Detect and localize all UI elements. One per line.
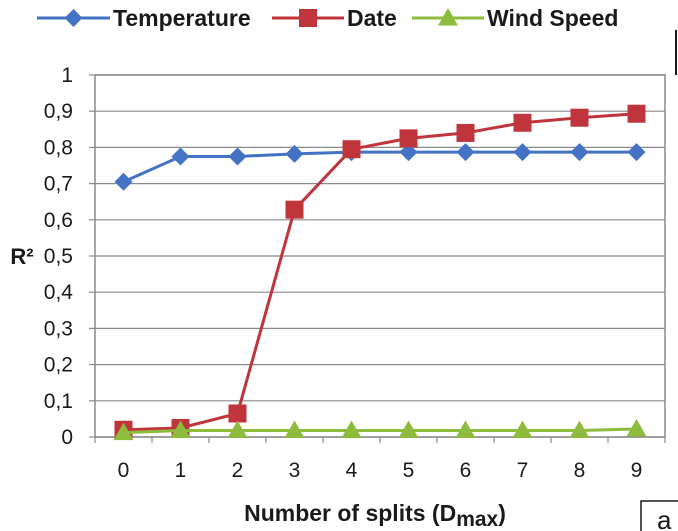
data-point-date <box>342 140 361 159</box>
x-axis-title-close: ) <box>498 500 506 526</box>
data-point-temperature <box>114 172 133 191</box>
x-axis-title: Number of splits (Dmax) <box>244 500 506 531</box>
y-tick-label: 0,2 <box>44 354 73 377</box>
x-axis-ticks: 0 1 2 3 4 5 6 7 8 9 <box>118 459 643 482</box>
data-point-temperature <box>456 143 475 162</box>
x-tick-label: 4 <box>346 459 358 482</box>
data-point-temperature <box>228 147 247 166</box>
panel-label: a <box>657 505 672 531</box>
x-tick-label: 8 <box>574 459 586 482</box>
x-axis-title-subscript: max <box>456 508 498 531</box>
data-point-wind-speed <box>626 419 647 437</box>
x-tick-label: 3 <box>289 459 301 482</box>
data-point-wind-speed <box>170 420 191 438</box>
data-point-wind-speed <box>569 420 590 438</box>
data-point-wind-speed <box>113 422 134 441</box>
x-tick-label: 0 <box>118 459 130 482</box>
y-tick-label: 0,1 <box>44 390 73 413</box>
data-point-date <box>285 200 304 219</box>
legend-marker-temperature <box>64 9 83 27</box>
x-tick-label: 1 <box>175 459 187 482</box>
data-point-date <box>456 123 475 142</box>
legend-marker-wind-speed <box>438 8 458 26</box>
series-line-date <box>123 112 637 432</box>
x-tick-label: 9 <box>631 459 643 482</box>
data-point-date <box>228 404 247 423</box>
data-point-temperature <box>285 144 304 163</box>
grid-lines <box>89 74 666 443</box>
legend-label-temperature: Temperature <box>113 5 251 31</box>
legend: Temperature Date Wind Speed <box>37 5 618 31</box>
data-point-temperature <box>627 143 646 162</box>
y-tick-label: 0,6 <box>44 209 73 232</box>
legend-marker-date <box>299 9 317 27</box>
legend-label-wind-speed: Wind Speed <box>487 5 618 31</box>
series-line-wind-speed <box>123 427 637 435</box>
data-point-date <box>570 108 589 127</box>
x-tick-label: 5 <box>403 459 415 482</box>
data-point-wind-speed <box>227 420 248 438</box>
data-point-wind-speed <box>512 420 533 438</box>
data-point-wind-speed <box>455 420 476 438</box>
y-tick-label: 0,3 <box>44 317 73 340</box>
y-axis-ticks: 0 0,1 0,2 0,3 0,4 0,5 0,6 0,7 0,8 0,9 1 <box>44 64 74 449</box>
series-group <box>113 104 647 441</box>
series-line-temperature <box>122 150 637 184</box>
data-point-date <box>399 129 418 148</box>
y-tick-label: 0,9 <box>44 100 73 123</box>
x-axis-title-main: Number of splits (D <box>244 500 456 526</box>
data-point-temperature <box>513 143 532 162</box>
data-point-date <box>513 113 532 132</box>
x-tick-label: 7 <box>517 459 529 482</box>
data-point-wind-speed <box>284 420 305 438</box>
x-tick-label: 2 <box>232 459 244 482</box>
y-tick-label: 0,4 <box>44 281 74 304</box>
y-tick-label: 0,8 <box>44 136 73 159</box>
data-point-temperature <box>399 143 418 162</box>
legend-label-date: Date <box>347 5 397 31</box>
data-point-temperature <box>570 143 589 162</box>
data-point-wind-speed <box>341 420 362 438</box>
data-point-wind-speed <box>398 420 419 438</box>
y-tick-label: 1 <box>61 64 73 87</box>
data-point-temperature <box>171 147 190 166</box>
y-tick-label: 0,7 <box>44 173 73 196</box>
y-tick-label: 0,5 <box>44 245 73 268</box>
y-axis-title: R² <box>10 244 33 269</box>
y-tick-label: 0 <box>61 426 73 449</box>
data-point-date <box>627 104 646 123</box>
x-tick-label: 6 <box>460 459 472 482</box>
panel-label-box <box>640 500 678 531</box>
